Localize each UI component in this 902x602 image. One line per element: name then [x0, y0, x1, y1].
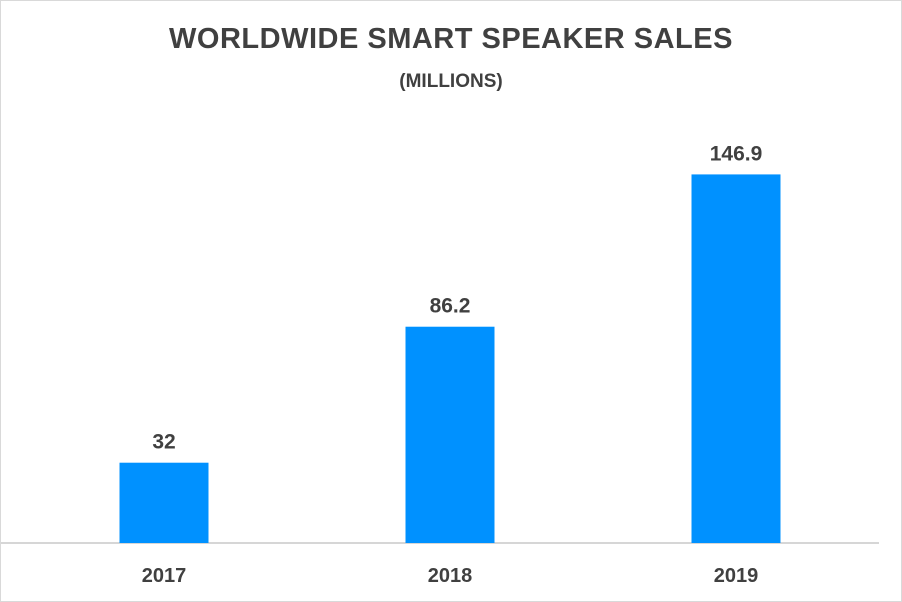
- data-label-2018: 86.2: [430, 295, 471, 318]
- bar-2018: [405, 326, 495, 543]
- bar-2019: [691, 174, 781, 543]
- x-tick-label-2017: 2017: [142, 565, 187, 587]
- chart-title: WORLDWIDE SMART SPEAKER SALES: [169, 23, 733, 55]
- x-tick-label-2018: 2018: [428, 565, 473, 587]
- bar-2017: [119, 462, 209, 543]
- chart-subtitle: (MILLIONS): [399, 71, 503, 92]
- x-tick-label-2019: 2019: [714, 565, 759, 587]
- data-label-2017: 32: [152, 431, 175, 454]
- data-label-2019: 146.9: [710, 142, 763, 165]
